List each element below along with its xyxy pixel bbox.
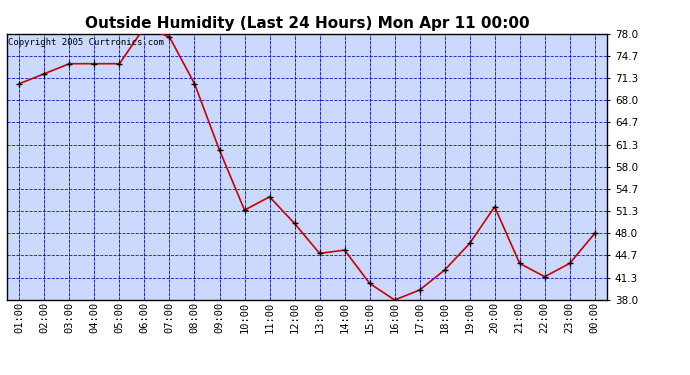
Text: Copyright 2005 Curtronics.com: Copyright 2005 Curtronics.com [8,38,164,47]
Title: Outside Humidity (Last 24 Hours) Mon Apr 11 00:00: Outside Humidity (Last 24 Hours) Mon Apr… [85,16,529,31]
